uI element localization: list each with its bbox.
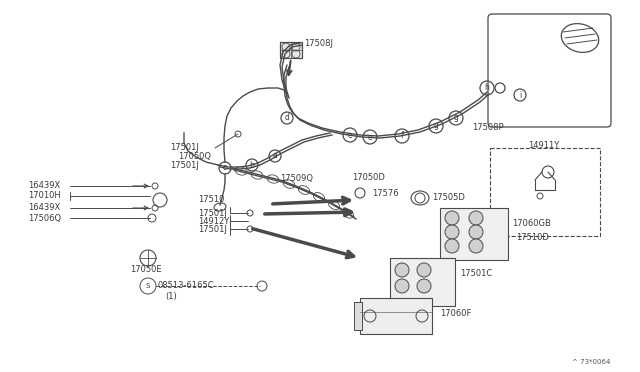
Text: 17501J: 17501J: [198, 208, 227, 218]
Text: 16439X: 16439X: [28, 182, 60, 190]
Text: g: g: [433, 122, 438, 131]
Circle shape: [445, 239, 459, 253]
Text: 17060F: 17060F: [440, 310, 472, 318]
Circle shape: [395, 263, 409, 277]
Circle shape: [469, 211, 483, 225]
Text: h: h: [484, 83, 490, 93]
Text: 17501J: 17501J: [170, 161, 199, 170]
FancyBboxPatch shape: [488, 14, 611, 127]
Text: f: f: [401, 131, 403, 141]
Bar: [440, 208, 508, 260]
Text: 17060GB: 17060GB: [512, 219, 551, 228]
Text: (1): (1): [165, 292, 177, 301]
Text: c: c: [223, 164, 227, 173]
Text: 17510D: 17510D: [516, 234, 549, 243]
Circle shape: [469, 225, 483, 239]
Text: 17010H: 17010H: [28, 192, 61, 201]
Bar: [390, 258, 455, 306]
Text: 16439X: 16439X: [28, 203, 60, 212]
Text: 17505D: 17505D: [432, 193, 465, 202]
Text: e: e: [368, 132, 372, 141]
Circle shape: [395, 279, 409, 293]
Text: 17508P: 17508P: [472, 124, 504, 132]
Text: 17509Q: 17509Q: [280, 173, 313, 183]
Text: e: e: [348, 131, 352, 140]
Text: 14911Y: 14911Y: [528, 141, 559, 150]
Text: 17501C: 17501C: [460, 269, 492, 279]
Circle shape: [417, 279, 431, 293]
Text: 17506Q: 17506Q: [28, 214, 61, 222]
Circle shape: [469, 239, 483, 253]
Text: 17508J: 17508J: [304, 39, 333, 48]
Circle shape: [445, 211, 459, 225]
Text: b: b: [250, 160, 255, 170]
Bar: [280, 42, 302, 58]
Text: 17501J: 17501J: [170, 144, 199, 153]
Text: 14912Y: 14912Y: [198, 217, 229, 225]
Text: S: S: [146, 283, 150, 289]
Text: 17576: 17576: [372, 189, 399, 198]
Text: 17510: 17510: [198, 196, 225, 205]
Bar: [360, 298, 432, 334]
Text: a: a: [273, 151, 277, 160]
Bar: [280, 42, 302, 58]
Text: 08513-6165C: 08513-6165C: [158, 282, 214, 291]
Circle shape: [445, 225, 459, 239]
Text: 17050Q: 17050Q: [178, 153, 211, 161]
Text: ^ 73*0064: ^ 73*0064: [572, 359, 610, 365]
Text: g: g: [454, 113, 458, 122]
Bar: [490, 148, 600, 236]
Circle shape: [417, 263, 431, 277]
Text: 17501J: 17501J: [198, 224, 227, 234]
Bar: [354, 302, 362, 330]
Ellipse shape: [561, 23, 598, 52]
Text: 17050E: 17050E: [130, 266, 162, 275]
Text: d: d: [285, 113, 289, 122]
Text: 17050D: 17050D: [352, 173, 385, 183]
Text: i: i: [519, 90, 521, 99]
